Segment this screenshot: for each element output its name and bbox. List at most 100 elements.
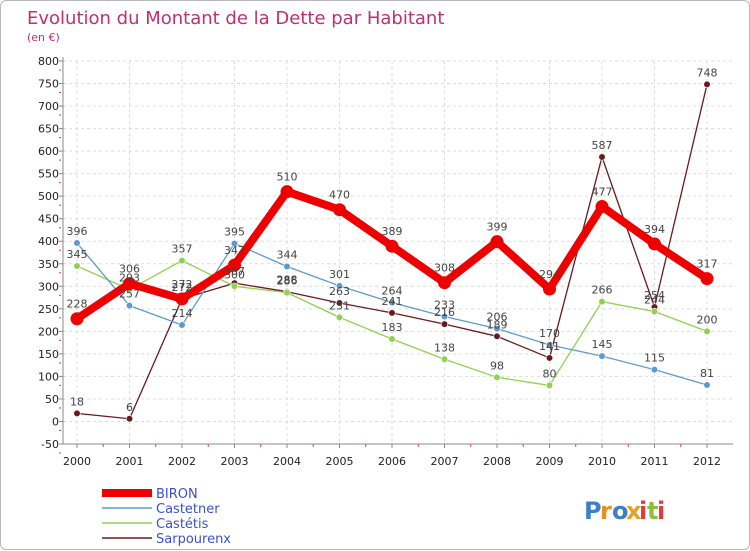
data-point-castetner bbox=[388, 298, 396, 307]
x-tick-label: 2008 bbox=[483, 455, 511, 468]
data-point-castetner bbox=[230, 239, 239, 248]
data-label-sarpourenx: 587 bbox=[592, 139, 613, 152]
data-point-castetis bbox=[230, 282, 239, 290]
data-point-sarpourenx bbox=[125, 415, 134, 423]
x-tick-label: 2006 bbox=[378, 455, 406, 468]
y-tick-label: 600 bbox=[38, 145, 59, 158]
data-point-biron bbox=[490, 235, 504, 249]
y-tick-label: 500 bbox=[38, 190, 59, 203]
data-label-castetis: 286 bbox=[277, 275, 298, 288]
data-point-castetner bbox=[125, 302, 134, 310]
data-label-castetner: 81 bbox=[700, 367, 714, 380]
data-point-biron bbox=[333, 203, 346, 217]
data-point-castetner bbox=[283, 262, 291, 271]
logo-letter: i bbox=[657, 497, 665, 525]
data-label-sarpourenx: 18 bbox=[70, 395, 84, 408]
data-label-castetis: 98 bbox=[490, 359, 504, 372]
data-label-castetner: 145 bbox=[592, 338, 613, 351]
data-label-castetis: 244 bbox=[644, 294, 665, 307]
data-label-sarpourenx: 263 bbox=[329, 285, 350, 298]
data-point-castetner bbox=[650, 366, 659, 374]
data-label-castetis: 357 bbox=[172, 243, 193, 256]
data-label-biron: 394 bbox=[644, 223, 665, 236]
data-point-castetner bbox=[545, 341, 554, 349]
data-point-castetner bbox=[178, 321, 186, 329]
data-point-castetner bbox=[703, 381, 711, 389]
x-tick-label: 2012 bbox=[693, 455, 721, 468]
x-tick-label: 2009 bbox=[536, 455, 564, 468]
x-tick-label: 2003 bbox=[221, 455, 249, 468]
data-point-sarpourenx bbox=[440, 320, 449, 328]
data-label-castetis: 266 bbox=[592, 284, 613, 297]
series-layer bbox=[70, 80, 714, 423]
data-label-castetner: 395 bbox=[224, 225, 245, 238]
logo-letter: x bbox=[626, 497, 642, 525]
data-point-biron bbox=[123, 277, 136, 291]
data-label-castetner: 301 bbox=[329, 268, 350, 281]
chart-title: Evolution du Montant de la Dette par Hab… bbox=[27, 8, 444, 29]
data-point-biron bbox=[648, 237, 661, 251]
data-label-castetner: 396 bbox=[67, 225, 88, 238]
y-tick-label: 550 bbox=[38, 168, 59, 181]
data-point-sarpourenx bbox=[545, 354, 554, 362]
data-label-sarpourenx: 6 bbox=[126, 401, 133, 414]
x-tick-label: 2000 bbox=[63, 455, 91, 468]
data-point-sarpourenx bbox=[388, 309, 396, 317]
y-tick-label: 400 bbox=[38, 235, 59, 248]
data-label-biron: 228 bbox=[67, 298, 88, 311]
data-label-biron: 294 bbox=[539, 268, 560, 281]
data-label-castetis: 183 bbox=[382, 321, 403, 334]
data-point-castetis bbox=[440, 355, 449, 363]
data-point-sarpourenx bbox=[73, 409, 81, 417]
y-tick-label: 250 bbox=[38, 303, 59, 316]
data-label-sarpourenx: 189 bbox=[487, 318, 508, 331]
proxiti-logo: Pr oxi ti bbox=[584, 497, 665, 525]
data-point-castetis bbox=[703, 327, 711, 335]
data-label-biron: 317 bbox=[697, 258, 718, 271]
data-label-sarpourenx: 748 bbox=[697, 66, 718, 79]
grid bbox=[63, 60, 733, 445]
y-tick-label: 0 bbox=[52, 415, 59, 428]
logo-letter: r bbox=[600, 497, 612, 525]
data-point-biron bbox=[595, 200, 609, 214]
data-label-sarpourenx: 288 bbox=[277, 274, 298, 287]
data-label-biron: 510 bbox=[277, 171, 298, 184]
legend-label: Sarpourenx bbox=[156, 532, 231, 547]
x-tick-label: 2004 bbox=[273, 455, 301, 468]
data-point-sarpourenx bbox=[703, 80, 711, 89]
data-label-sarpourenx: 216 bbox=[434, 306, 455, 319]
data-point-castetis bbox=[493, 373, 501, 381]
data-label-sarpourenx: 272 bbox=[172, 281, 193, 294]
data-point-biron bbox=[385, 239, 399, 253]
data-point-biron bbox=[70, 312, 84, 326]
data-point-castetis bbox=[388, 335, 396, 343]
logo-letter: o bbox=[612, 497, 629, 525]
data-point-sarpourenx bbox=[335, 299, 344, 307]
data-label-castetner: 264 bbox=[382, 285, 403, 298]
data-point-castetis bbox=[650, 307, 659, 316]
data-label-castetis: 293 bbox=[119, 271, 140, 284]
data-point-biron bbox=[280, 185, 294, 199]
y-tick-label: 350 bbox=[38, 258, 59, 271]
y-tick-label: 50 bbox=[45, 393, 59, 406]
x-tick-label: 2001 bbox=[116, 455, 144, 468]
data-label-sarpourenx: 241 bbox=[382, 295, 403, 308]
data-point-castetis bbox=[598, 298, 606, 306]
data-label-castetis: 80 bbox=[543, 367, 557, 380]
data-label-sarpourenx: 141 bbox=[539, 340, 560, 353]
data-point-castetis bbox=[178, 257, 186, 265]
y-tick-label: 450 bbox=[38, 213, 59, 226]
data-point-castetner bbox=[493, 325, 501, 333]
data-point-biron bbox=[700, 272, 714, 286]
data-label-castetner: 170 bbox=[539, 327, 560, 340]
data-label-castetis: 231 bbox=[329, 299, 350, 312]
data-label-biron: 308 bbox=[434, 262, 455, 275]
data-label-castetner: 344 bbox=[277, 248, 298, 261]
data-label-castetner: 206 bbox=[487, 311, 508, 324]
data-point-castetner bbox=[440, 312, 449, 321]
data-label-biron: 389 bbox=[382, 225, 403, 238]
data-labels: 18 6 272 307 288 263 241 216 189 141 587 254 748 345 2… bbox=[67, 66, 718, 413]
data-label-biron: 470 bbox=[329, 189, 350, 202]
logo-letter: i bbox=[639, 497, 647, 525]
